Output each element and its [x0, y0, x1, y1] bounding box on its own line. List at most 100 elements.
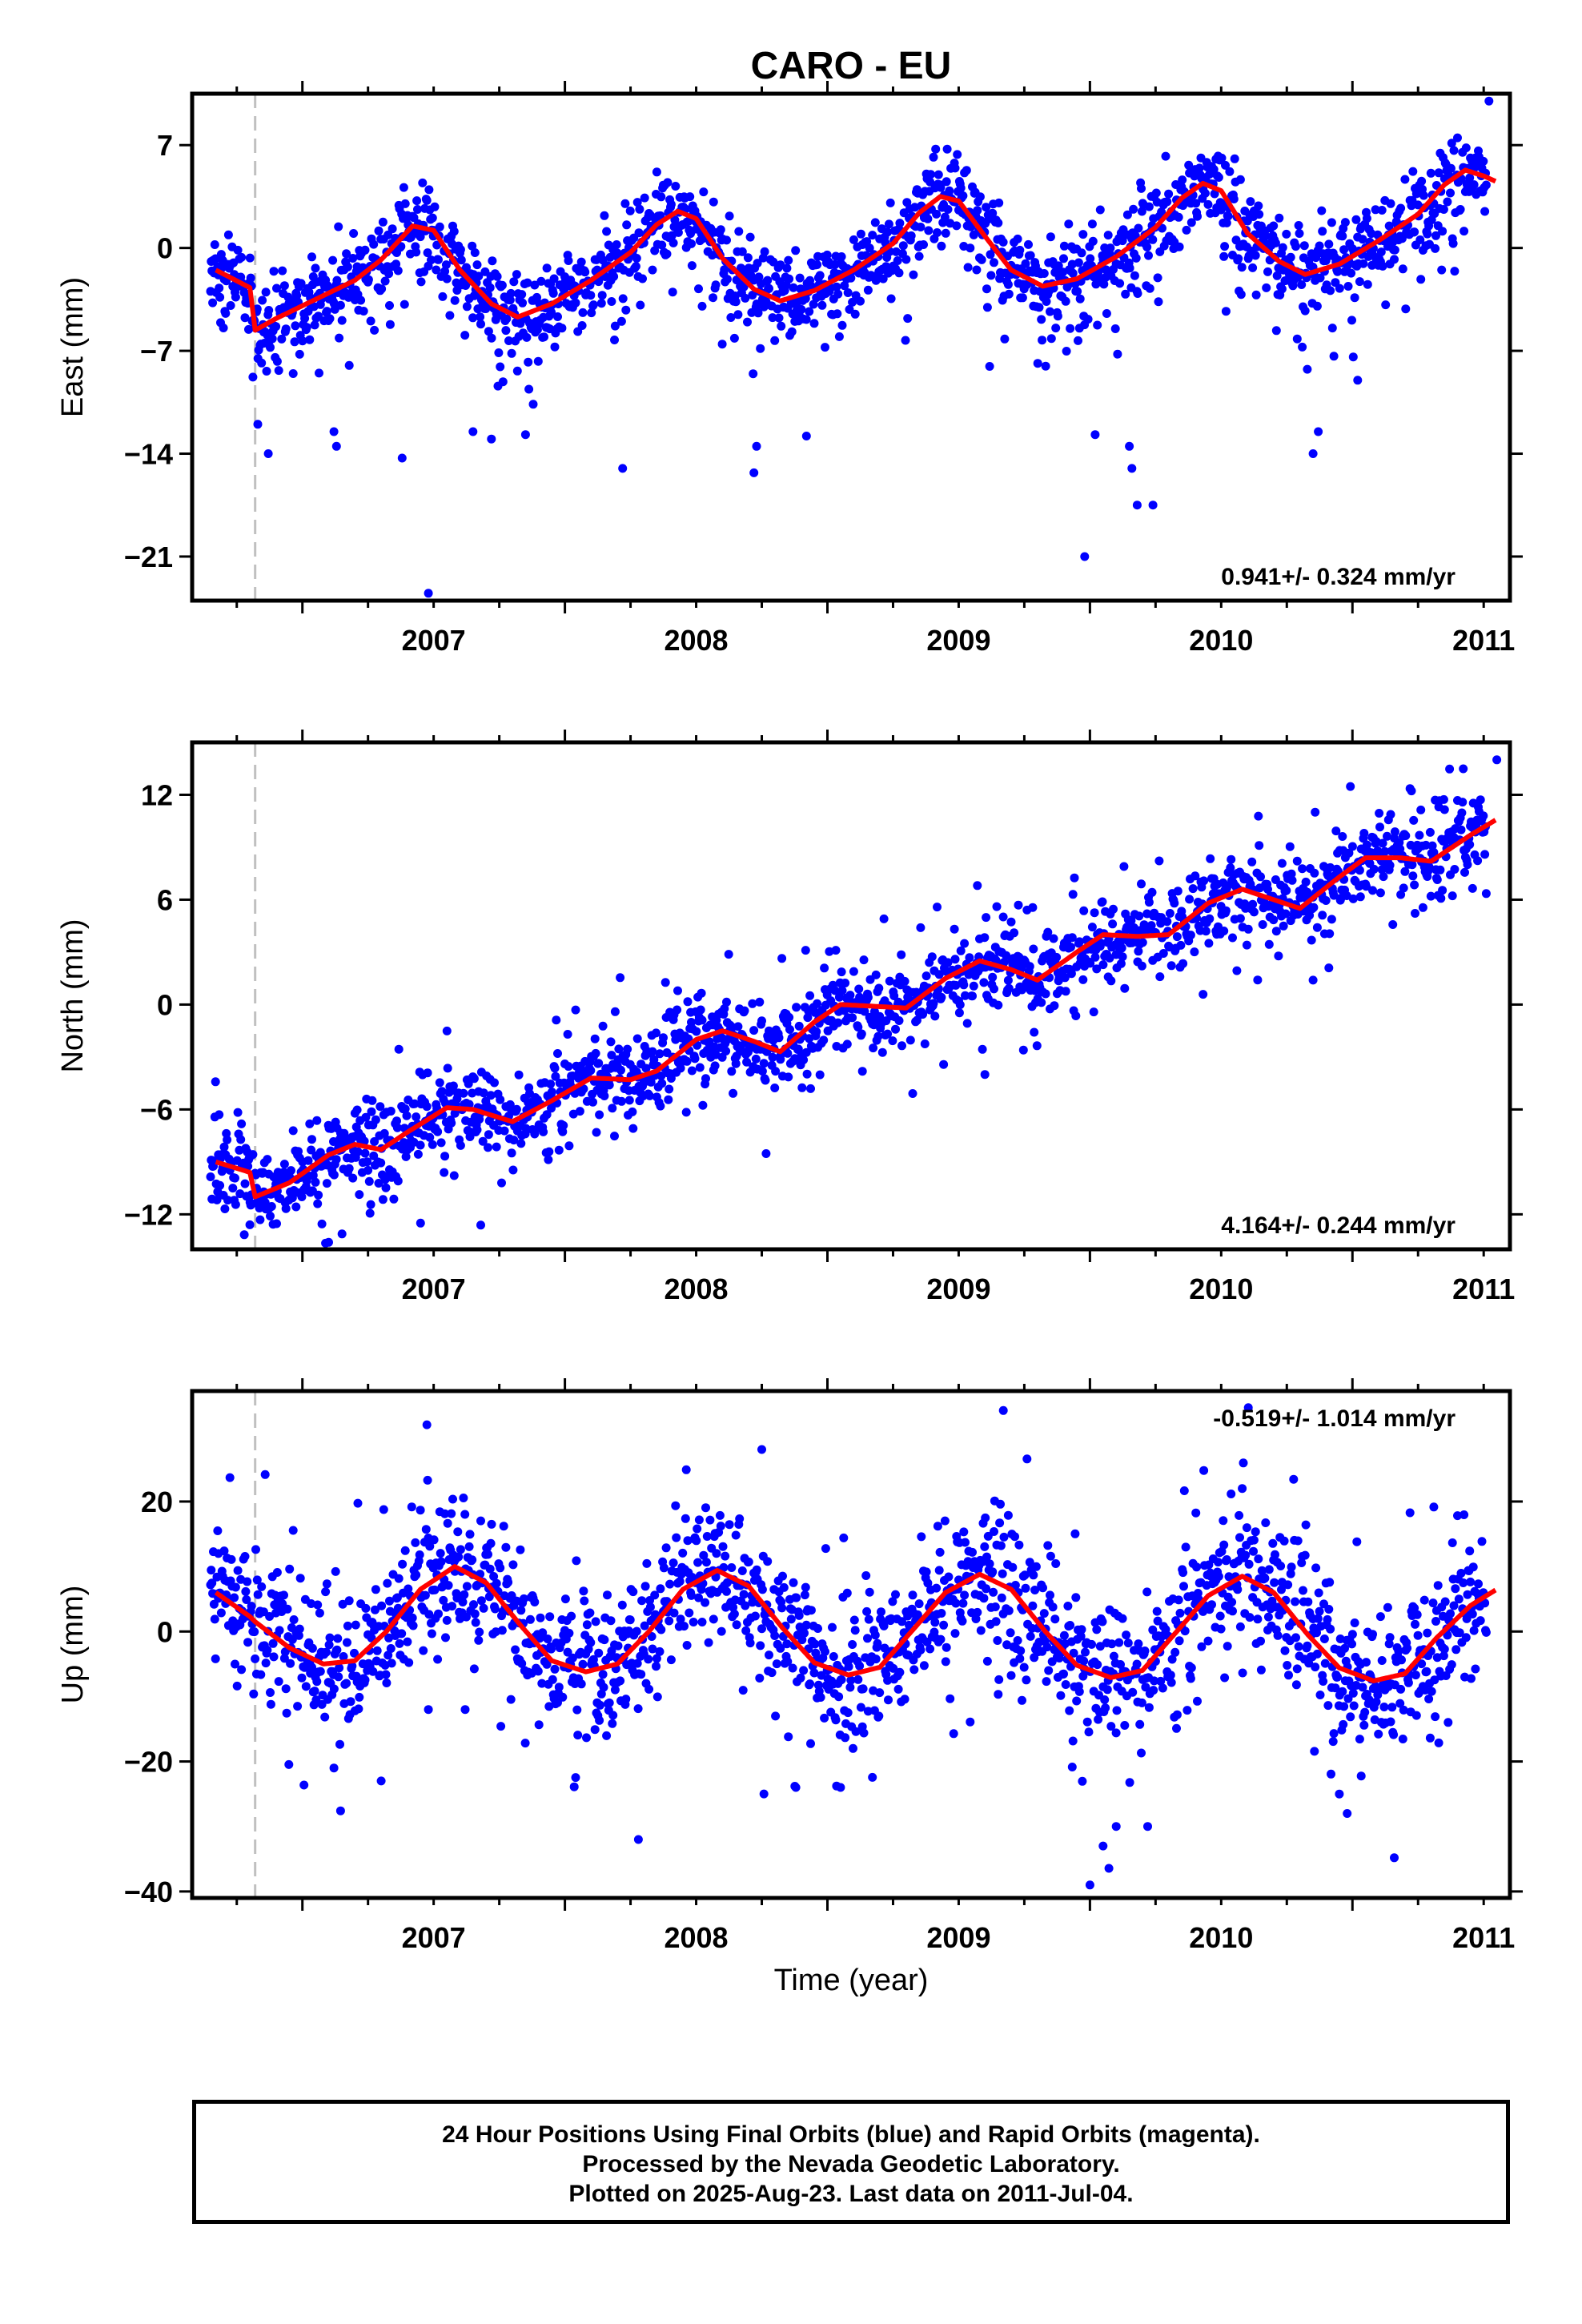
data-point	[1161, 151, 1170, 161]
data-point	[1216, 1624, 1226, 1634]
data-point	[661, 1543, 671, 1553]
data-point	[701, 1074, 710, 1084]
data-point	[954, 1008, 964, 1018]
data-point	[361, 1603, 371, 1613]
data-point	[1135, 1719, 1145, 1729]
data-point	[1109, 904, 1118, 914]
data-point	[1431, 243, 1440, 253]
data-point	[745, 232, 755, 242]
data-point	[665, 1579, 675, 1589]
data-point	[946, 1694, 955, 1703]
data-point	[717, 340, 727, 349]
data-point	[279, 1654, 289, 1663]
data-point	[1457, 808, 1467, 818]
data-point	[287, 1193, 297, 1203]
data-point	[950, 924, 959, 934]
data-point	[1134, 911, 1144, 921]
data-point	[1310, 868, 1319, 878]
data-point	[633, 1704, 643, 1714]
data-point	[1426, 168, 1435, 178]
data-point	[1303, 364, 1312, 374]
data-point	[415, 1550, 424, 1559]
data-point	[1010, 928, 1019, 938]
data-point	[372, 1646, 382, 1655]
data-point	[811, 1648, 821, 1658]
data-point	[875, 1688, 885, 1698]
data-point	[416, 1140, 425, 1150]
data-point	[1204, 939, 1214, 948]
data-point	[863, 992, 873, 1002]
data-point	[767, 1668, 777, 1678]
data-point	[437, 1087, 447, 1096]
data-point	[1106, 976, 1116, 986]
data-point	[522, 332, 532, 342]
data-point	[771, 1067, 781, 1076]
data-point	[791, 246, 801, 255]
data-point	[1283, 1580, 1293, 1590]
data-point	[1118, 952, 1127, 962]
data-point	[908, 1089, 917, 1098]
data-point	[1142, 1587, 1152, 1597]
outlier-point	[980, 1070, 990, 1080]
data-point	[479, 1603, 488, 1613]
data-point	[813, 999, 822, 1008]
data-point	[313, 1199, 323, 1208]
data-point	[641, 1063, 651, 1073]
data-point	[1151, 188, 1161, 198]
data-point	[1363, 279, 1372, 289]
data-point	[577, 321, 587, 330]
data-point	[1291, 1680, 1301, 1690]
data-point	[484, 327, 493, 336]
data-point	[785, 1025, 794, 1034]
data-point	[519, 1594, 528, 1603]
data-point	[1191, 1508, 1201, 1518]
data-point	[317, 1219, 327, 1228]
data-point	[697, 988, 706, 998]
data-point	[704, 1638, 713, 1647]
data-point	[1318, 911, 1327, 920]
data-point	[410, 1099, 420, 1108]
data-point	[267, 1202, 276, 1211]
data-point	[650, 1590, 660, 1600]
data-point	[1131, 253, 1141, 263]
data-point	[1303, 1597, 1313, 1606]
data-point	[1401, 831, 1411, 840]
data-point	[458, 1598, 468, 1606]
data-point	[587, 308, 596, 318]
data-point	[1219, 251, 1229, 261]
data-point	[1077, 1625, 1086, 1634]
data-points	[206, 755, 1502, 1248]
data-point	[849, 1615, 859, 1625]
data-point	[349, 229, 359, 238]
data-point	[359, 1136, 369, 1146]
data-point	[1287, 869, 1296, 879]
data-point	[610, 1132, 619, 1141]
data-point	[1078, 1671, 1088, 1681]
data-point	[365, 1208, 375, 1218]
data-point	[1311, 807, 1320, 817]
data-point	[996, 1499, 1005, 1509]
data-point	[1251, 290, 1261, 300]
data-point	[329, 1170, 339, 1180]
data-point	[854, 984, 864, 994]
data-point	[851, 1727, 861, 1736]
data-point	[563, 1647, 572, 1657]
data-point	[659, 1563, 669, 1573]
data-point	[682, 1056, 692, 1066]
data-point	[1439, 805, 1449, 814]
data-point	[1293, 1536, 1303, 1546]
data-point	[1313, 1614, 1323, 1623]
data-point	[1144, 898, 1154, 907]
data-point	[933, 903, 942, 912]
data-point	[624, 1096, 634, 1105]
data-point	[237, 252, 247, 262]
data-point	[909, 270, 918, 279]
data-point	[1113, 349, 1122, 359]
data-point	[731, 297, 741, 307]
data-point	[869, 1043, 878, 1053]
data-point	[1268, 1538, 1278, 1548]
data-point	[207, 1566, 216, 1575]
x-tick-label: 2008	[664, 624, 728, 657]
data-point	[479, 1088, 488, 1098]
data-point	[640, 1582, 650, 1591]
